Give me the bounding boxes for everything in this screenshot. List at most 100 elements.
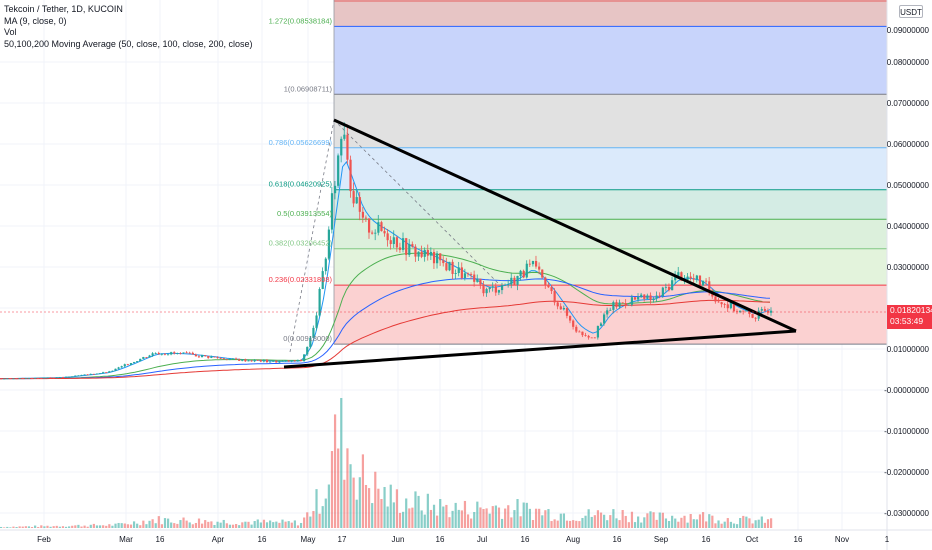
candle-body [500,285,504,291]
volume-bar [231,524,235,528]
candle-body [126,364,129,366]
candle-body [132,362,136,364]
volume-bar [117,522,120,528]
candle-body [30,377,34,379]
volume-bar [627,522,630,528]
candle-body [176,353,179,354]
candle-body [272,360,275,362]
candle-body [58,377,61,378]
volume-bar [330,451,334,528]
candle-body [284,360,287,362]
currency-label[interactable]: USDT [899,5,923,18]
volume-bar [652,512,655,528]
time-tick-label: May [300,535,315,544]
candle-body [216,357,219,359]
candle-body [723,304,726,305]
candle-body [497,290,501,293]
candle-body [661,287,664,297]
volume-bar [173,523,176,528]
candle-body [677,272,680,276]
price-tick-label: 0.08000000 [887,58,930,67]
candle-body [436,253,439,264]
volume-bar [3,527,6,528]
volume-bar [114,523,117,528]
volume-bar [216,521,219,528]
fib-level-label: 0(0.00918000) [283,334,332,343]
candle-body [735,311,739,313]
volume-bar [402,511,405,528]
candle-body [120,366,123,368]
candle-body [395,237,399,248]
legend-vol[interactable]: Vol [4,27,17,37]
time-tick-label: 16 [794,535,803,544]
candle-body [439,253,442,261]
candle-body [556,302,559,307]
candle-body [269,361,272,363]
volume-bar [327,484,330,528]
volume-bar [757,519,760,528]
volume-bar [185,520,188,528]
legend-moving-averages[interactable]: 50,100,200 Moving Average (50, close, 10… [4,38,253,49]
legend-symbol[interactable]: Tekcoin / Tether, 1D, KUCOIN [4,4,123,14]
volume-bar [213,524,216,528]
time-tick-label: Sep [654,535,669,544]
fib-band-top [334,0,887,27]
volume-bar [123,523,126,528]
candle-body [105,372,108,374]
candle-body [327,229,330,259]
volume-bar [637,516,640,528]
candle-body [655,295,658,299]
volume-bar [247,521,250,528]
volume-bar [15,527,18,528]
candle-body [225,359,228,361]
candle-body [544,277,547,285]
volume-bar [145,524,148,528]
candle-body [71,376,74,378]
candle-body [166,354,170,356]
candle-body [95,373,99,375]
volume-bar [754,520,757,528]
candle-body [729,302,732,309]
volume-bar [729,521,732,528]
candle-body [117,367,120,369]
candle-body [231,358,235,360]
volume-bar [460,510,463,528]
volume-bar [590,516,593,528]
fib-band [334,189,887,220]
candle-body [742,310,745,312]
volume-bar [179,520,182,528]
candle-body [432,251,436,264]
volume-bar [587,509,590,528]
candle-body [37,377,40,379]
volume-bar [714,523,717,528]
candle-body [491,286,494,288]
volume-bar [565,520,569,528]
candle-body [219,358,222,359]
candle-body [191,352,194,355]
candle-body [671,280,674,291]
volume-bar [278,522,281,528]
candle-body [562,308,566,310]
volume-bar [541,515,544,528]
volume-bar [30,526,34,528]
volume-bar [658,512,661,528]
candle-body [507,284,510,286]
volume-bar [711,515,714,528]
volume-bar [293,520,296,528]
candle-body [664,286,668,288]
volume-bar [154,523,157,528]
legend-ma[interactable]: MA (9, close, 0) [4,15,67,26]
volume-bar [238,525,241,528]
fib-band [334,248,887,286]
volume-bar [259,522,262,528]
price-tick-label: 0.01000000 [887,345,930,354]
volume-bar [346,448,349,528]
volume-bar [194,522,198,528]
volume-bar [142,520,145,528]
candle-body [473,274,476,282]
volume-bar [197,518,201,528]
candle-body [61,377,65,378]
candle-body [603,314,606,324]
volume-bar [129,524,133,528]
